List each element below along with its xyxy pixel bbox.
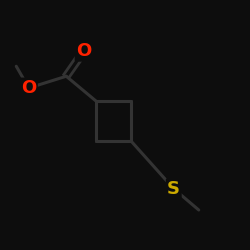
Text: S: S [167,180,180,198]
Text: O: O [21,79,36,97]
Text: O: O [76,42,92,60]
